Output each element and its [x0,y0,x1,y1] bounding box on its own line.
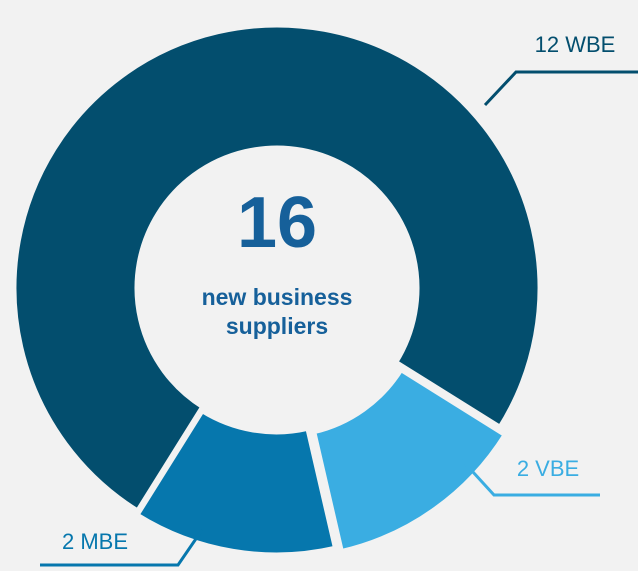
slice-label: 2 VBE [517,456,579,481]
slice-label: 2 MBE [62,529,128,554]
slice [11,22,543,515]
leader-line [40,529,204,567]
leader-line [460,458,600,497]
donut [11,22,543,558]
slice [133,407,339,558]
center-label: new business [202,284,353,310]
slice-label: 12 WBE [535,32,616,57]
center-label: suppliers [226,313,328,339]
slice [310,366,509,555]
leader-line [483,70,638,107]
center-value: 16 [237,183,317,263]
